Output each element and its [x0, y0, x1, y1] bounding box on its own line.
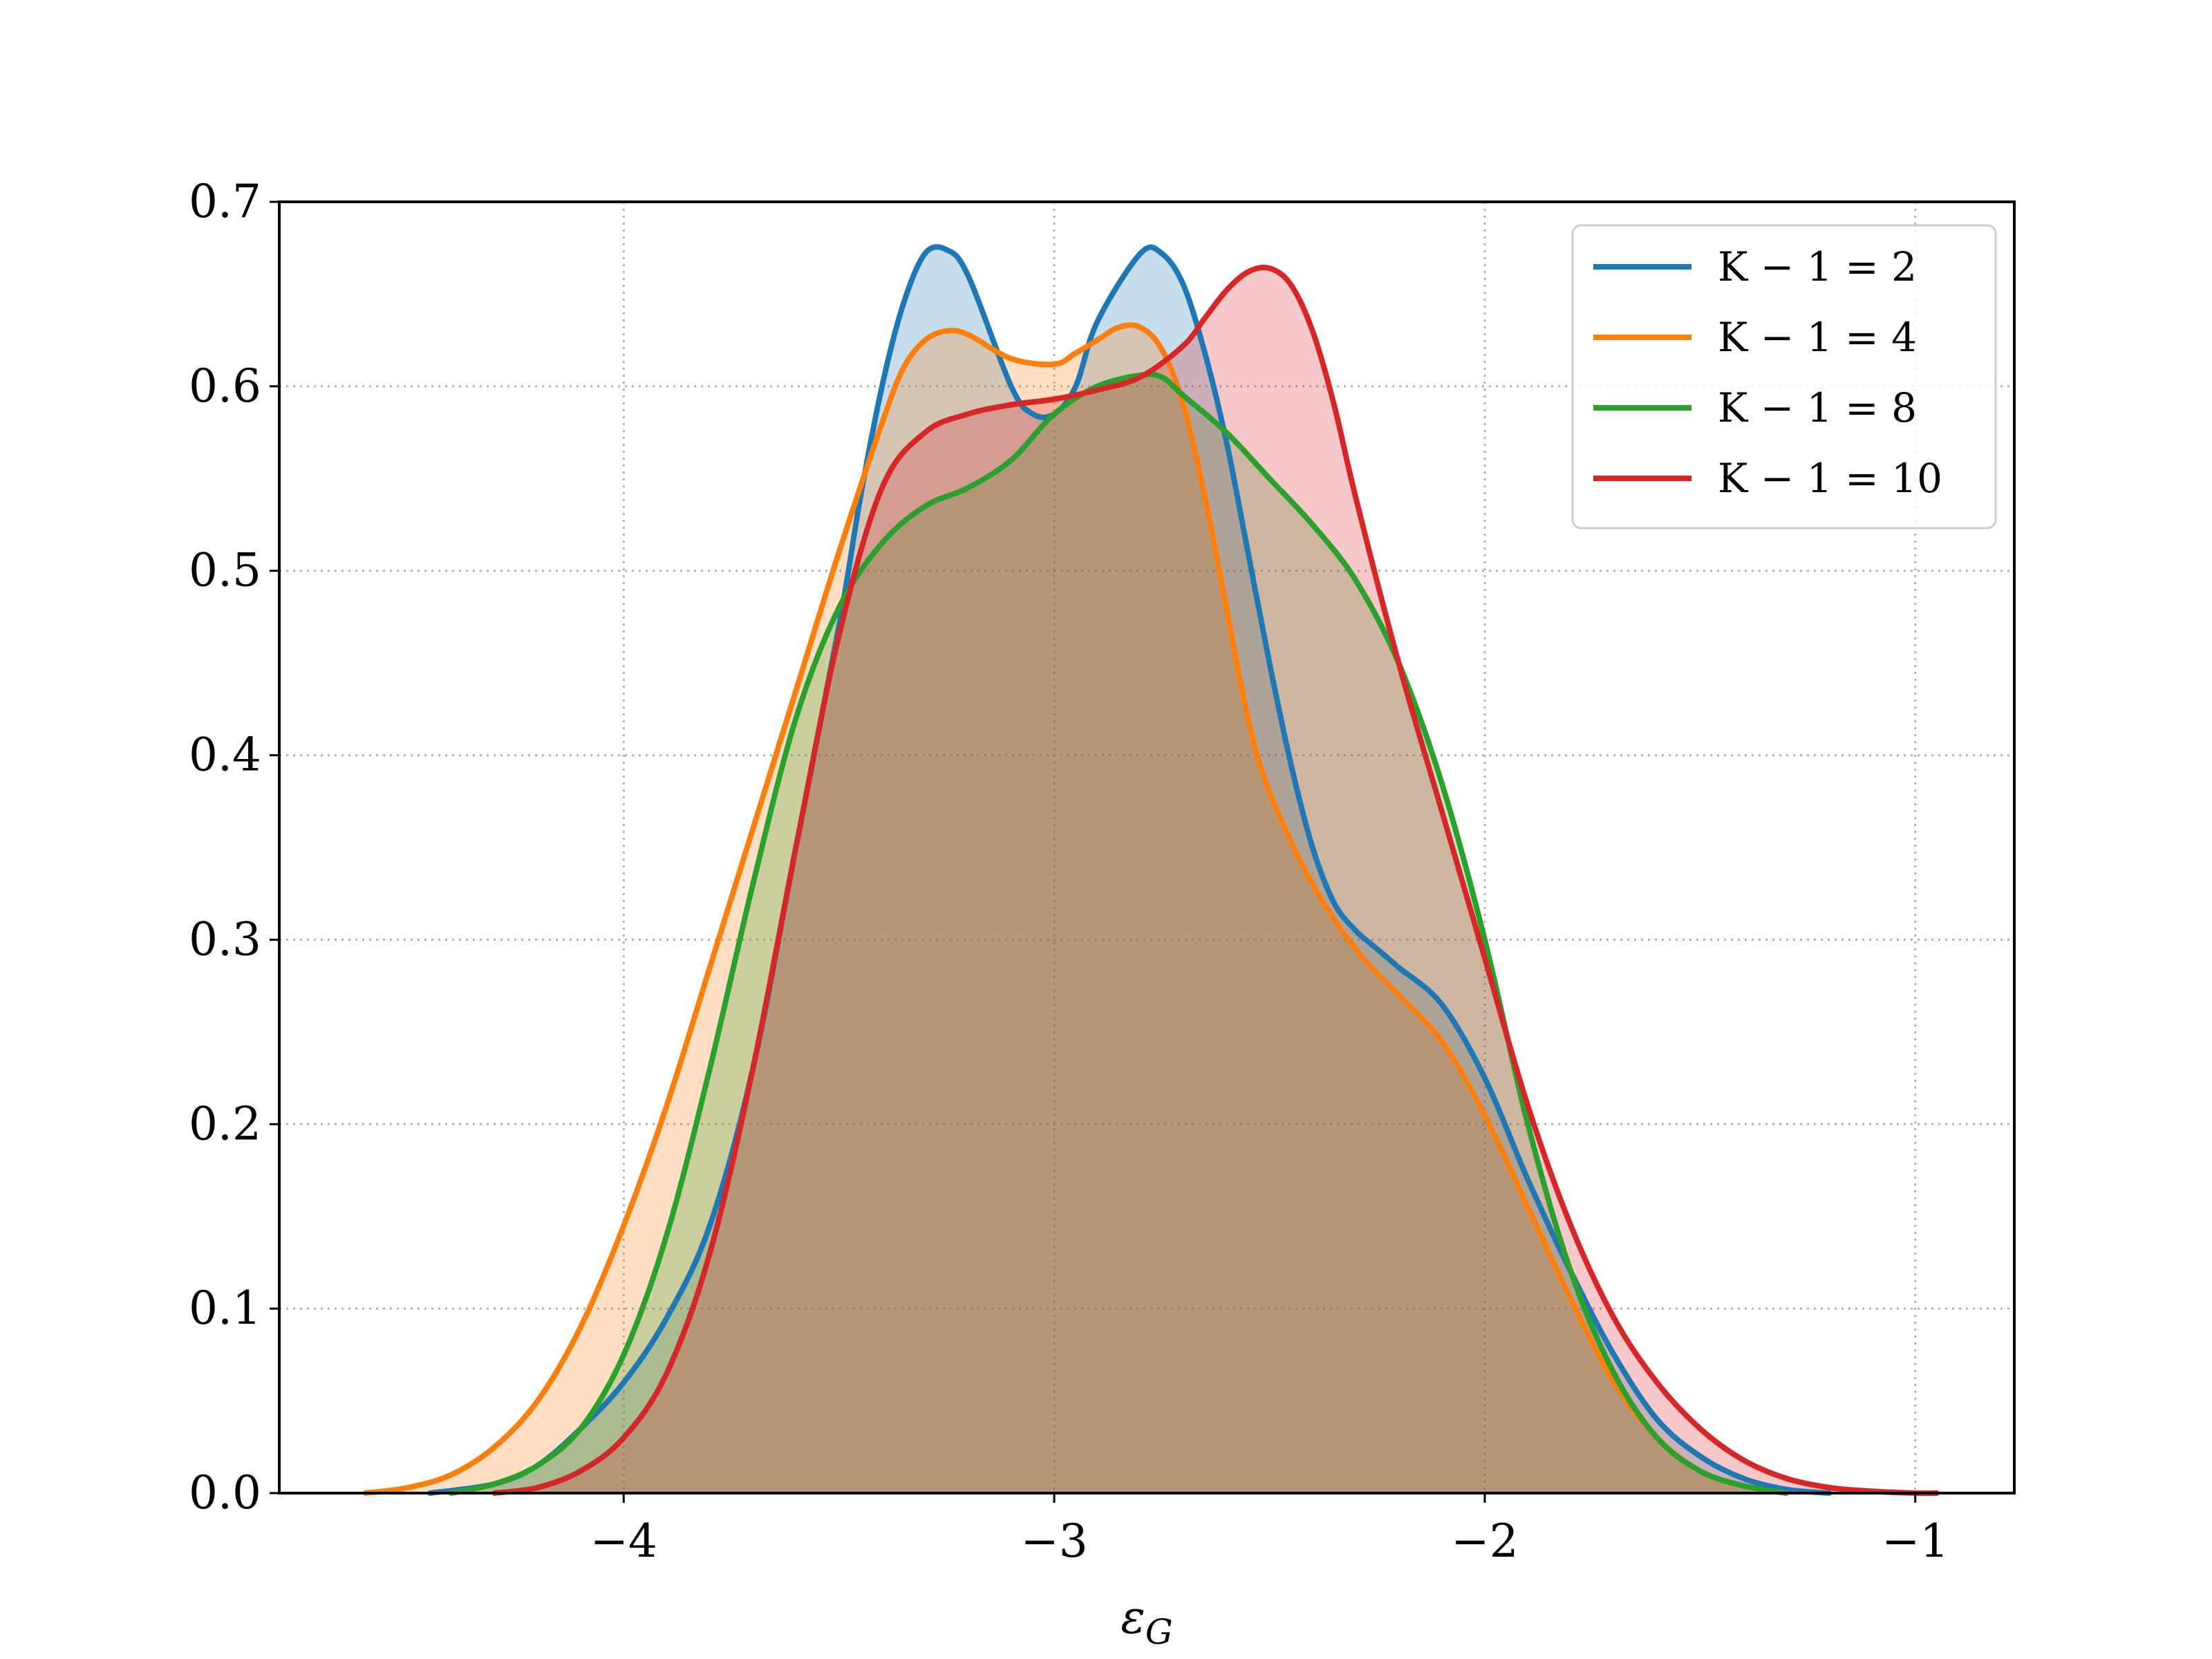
series-1-area [430, 247, 1830, 1493]
x-tick-label: −4 [590, 1515, 657, 1568]
y-tick-label: 0.6 [189, 359, 261, 413]
legend-label: K − 1 = 10 [1718, 455, 1942, 502]
legend-label: K − 1 = 8 [1718, 384, 1917, 431]
density-lines [362, 244, 1940, 1497]
x-axis-title-subscript: G [1145, 1612, 1173, 1652]
y-tick-label: 0.7 [189, 175, 261, 228]
y-tick-label: 0.0 [189, 1466, 261, 1519]
legend-box [1571, 224, 1997, 529]
x-tick-label: −1 [1882, 1515, 1949, 1568]
legend-label: K − 1 = 4 [1718, 314, 1917, 361]
y-tick-label: 0.5 [189, 544, 261, 597]
series-2-line [362, 322, 1789, 1496]
y-tick-label: 0.1 [189, 1282, 261, 1335]
ticks: −4 −3 −2 −1 0.0 0.1 0.2 0.3 0.4 0.5 0.6 0.7 [189, 175, 1949, 1568]
x-axis-title-main: ε [1121, 1591, 1145, 1644]
series-4-line [491, 264, 1940, 1497]
axes-frame [278, 200, 2016, 1494]
y-tick-label: 0.4 [189, 729, 261, 782]
legend: K − 1 = 2 K − 1 = 4 K − 1 = 8 K − 1 = 10 [1571, 224, 1997, 529]
series-3-area [451, 374, 1786, 1493]
x-axis-title: εG [1121, 1591, 1172, 1652]
x-tick-label: −2 [1451, 1515, 1518, 1568]
legend-label: K − 1 = 2 [1718, 243, 1917, 290]
y-tick-label: 0.2 [189, 1097, 261, 1150]
x-tick-label: −3 [1020, 1515, 1087, 1568]
y-tick-label: 0.3 [189, 912, 261, 966]
